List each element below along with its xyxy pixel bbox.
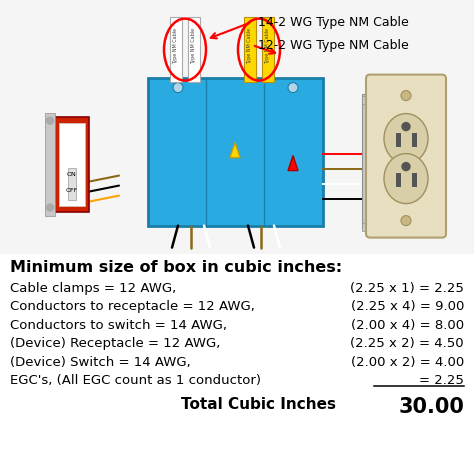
Text: (2.25 x 1) = 2.25: (2.25 x 1) = 2.25 (350, 282, 464, 294)
Text: Cable clamps = 12 AWG,: Cable clamps = 12 AWG, (10, 282, 176, 294)
Ellipse shape (384, 114, 428, 164)
Text: (2.00 x 2) = 4.00: (2.00 x 2) = 4.00 (351, 356, 464, 369)
Text: Type NM Cable: Type NM Cable (247, 27, 253, 64)
Bar (412, 173, 417, 187)
Bar (188, 17, 200, 82)
Circle shape (288, 82, 298, 92)
Bar (0, 0, 474, 254)
Text: 30.00: 30.00 (398, 397, 464, 417)
Circle shape (173, 82, 183, 92)
Polygon shape (230, 143, 240, 157)
Text: (2.25 x 2) = 4.50: (2.25 x 2) = 4.50 (350, 337, 464, 350)
Text: (2.25 x 4) = 9.00: (2.25 x 4) = 9.00 (351, 300, 464, 313)
Circle shape (46, 204, 54, 211)
Text: ON: ON (67, 172, 77, 177)
Text: OFF: OFF (66, 188, 78, 192)
Text: (2.00 x 4) = 8.00: (2.00 x 4) = 8.00 (351, 319, 464, 332)
Text: 12-2 WG Type NM Cable: 12-2 WG Type NM Cable (258, 38, 409, 52)
Text: Type NM Cable: Type NM Cable (191, 27, 197, 64)
Bar (68, 168, 76, 200)
Bar (362, 96, 378, 104)
Text: Total Cubic Inches: Total Cubic Inches (181, 397, 336, 411)
Text: (Device) Switch = 14 AWG,: (Device) Switch = 14 AWG, (10, 356, 191, 369)
Text: Conductors to receptacle = 12 AWG,: Conductors to receptacle = 12 AWG, (10, 300, 255, 313)
Bar (362, 93, 370, 228)
Text: Type NM Cable: Type NM Cable (265, 27, 271, 64)
Text: = 2.25: = 2.25 (419, 374, 464, 387)
Text: 14-2 WG Type NM Cable: 14-2 WG Type NM Cable (258, 16, 409, 28)
Text: Type NM Cable: Type NM Cable (173, 27, 179, 64)
Polygon shape (288, 155, 298, 171)
Bar (244, 17, 256, 82)
Bar (55, 117, 89, 211)
Bar (412, 133, 417, 146)
Bar (59, 123, 85, 206)
Circle shape (401, 216, 411, 226)
Circle shape (402, 123, 410, 131)
Bar (148, 78, 323, 226)
Bar (170, 17, 182, 82)
Bar (396, 173, 401, 187)
Text: (Device) Receptacle = 12 AWG,: (Device) Receptacle = 12 AWG, (10, 337, 220, 350)
Circle shape (401, 91, 411, 100)
Circle shape (46, 117, 54, 124)
Text: Minimum size of box in cubic inches:: Minimum size of box in cubic inches: (10, 260, 342, 274)
Circle shape (402, 163, 410, 171)
Bar (396, 133, 401, 146)
Bar (262, 17, 274, 82)
Ellipse shape (384, 154, 428, 204)
Text: EGC's, (All EGC count as 1 conductor): EGC's, (All EGC count as 1 conductor) (10, 374, 261, 387)
FancyBboxPatch shape (366, 74, 446, 237)
Text: Conductors to switch = 14 AWG,: Conductors to switch = 14 AWG, (10, 319, 227, 332)
Bar (45, 113, 55, 216)
Bar (362, 223, 378, 230)
